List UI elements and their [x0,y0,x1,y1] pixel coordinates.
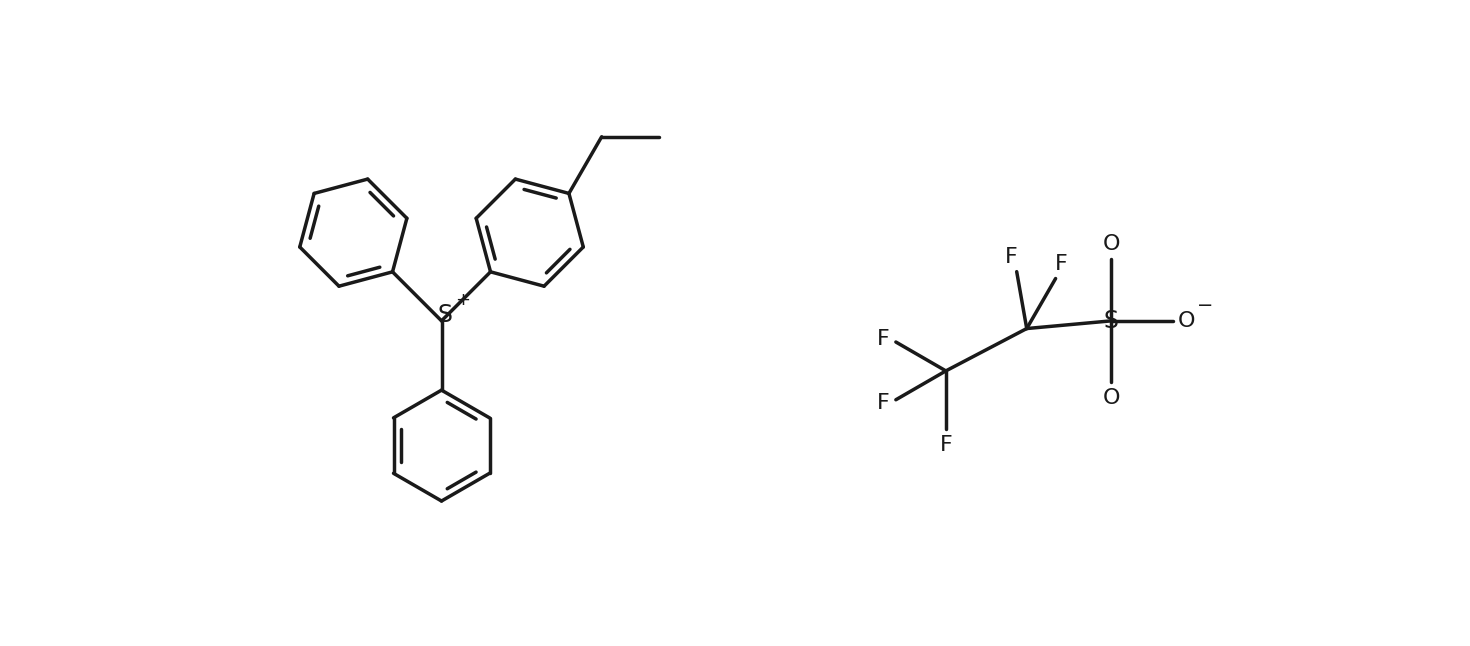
Text: F: F [878,393,889,413]
Text: O: O [1177,311,1195,331]
Text: O: O [1102,234,1120,254]
Text: −: − [1197,296,1214,315]
Text: F: F [1005,247,1017,267]
Text: F: F [939,435,953,455]
Text: S: S [1104,309,1119,333]
Text: S: S [438,304,453,328]
Text: F: F [1054,254,1067,274]
Text: +: + [456,291,470,309]
Text: F: F [878,329,889,349]
Text: O: O [1102,388,1120,408]
